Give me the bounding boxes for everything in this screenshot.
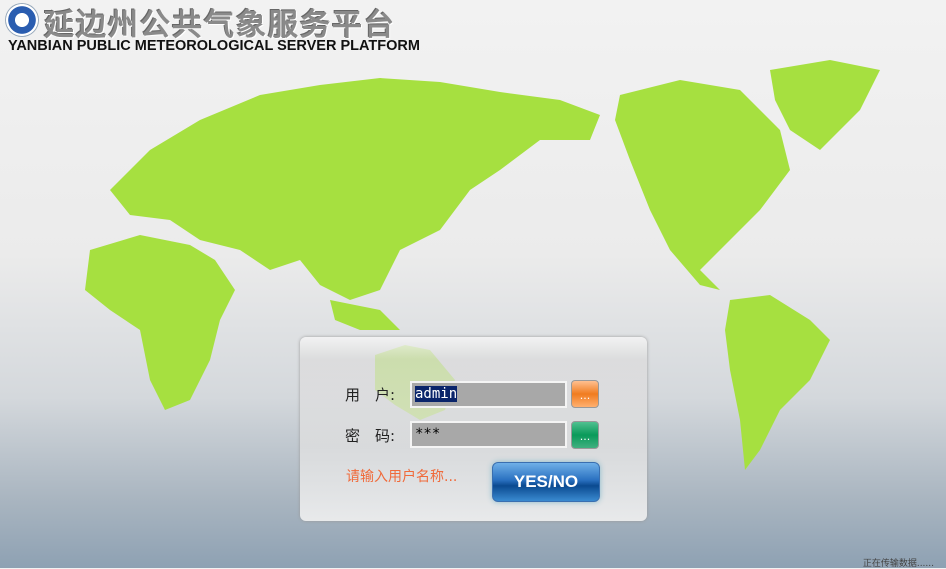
south-america — [725, 295, 830, 470]
password-input[interactable]: *** — [410, 421, 567, 448]
africa — [85, 235, 235, 410]
password-picker-button[interactable]: ... — [571, 421, 599, 449]
greenland — [770, 60, 880, 150]
username-value: admin — [415, 386, 458, 402]
eurasia — [110, 78, 600, 300]
username-picker-button[interactable]: ... — [571, 380, 599, 408]
submit-button[interactable]: YES/NO — [492, 462, 600, 502]
page-title: 延边州公共气象服务平台 — [44, 8, 396, 43]
username-label: 用 户: — [345, 386, 396, 404]
username-input[interactable]: admin — [410, 381, 567, 408]
logo-icon — [6, 4, 38, 36]
north-america — [615, 80, 790, 290]
hint-text: 请输入用户名称... — [346, 469, 458, 485]
status-text: 正在传输数据...... — [862, 559, 934, 569]
southeast-asia — [330, 300, 400, 330]
page-subtitle: YANBIAN PUBLIC METEOROLOGICAL SERVER PLA… — [8, 38, 420, 54]
password-label: 密 码: — [345, 427, 396, 445]
